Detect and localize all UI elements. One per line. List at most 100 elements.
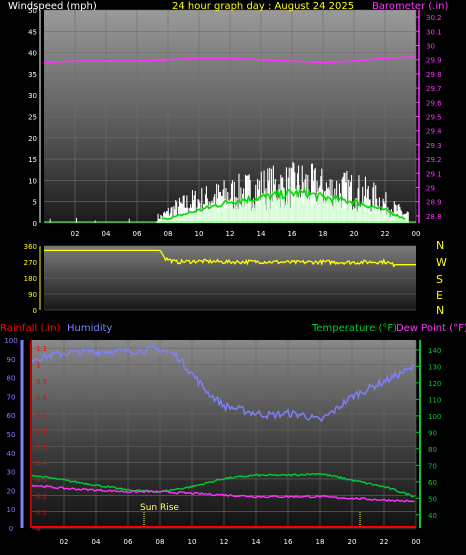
- dir-y-tick: 360: [24, 243, 37, 251]
- wind-x-tick: 06: [133, 230, 142, 238]
- wind-direction-line: [44, 249, 416, 268]
- rain-y-tick: 0.4: [36, 460, 48, 468]
- rain-y-tick: 1: [36, 362, 40, 370]
- temp-x-tick: 22: [380, 538, 389, 546]
- rain-y-tick: 0.2: [36, 492, 47, 500]
- baro-axis-label: Barometer (.in): [372, 1, 448, 12]
- temp-x-tick: 16: [284, 538, 293, 546]
- baro-y-tick: 28.9: [426, 199, 442, 207]
- wind-x-tick: 18: [319, 230, 328, 238]
- temp-y-tick: 50: [428, 495, 437, 503]
- rain-y-tick: 0.6: [36, 427, 48, 435]
- humidity-y-tick: 0: [9, 525, 13, 533]
- baro-y-tick: 29.6: [426, 99, 442, 107]
- sunrise-label: Sun Rise: [140, 503, 179, 513]
- baro-y-tick: 29.7: [426, 85, 442, 93]
- baro-y-tick: 29.5: [426, 114, 442, 122]
- dewpoint-line: [31, 484, 415, 503]
- baro-y-tick: 29: [426, 185, 435, 193]
- wind-average-line: [161, 186, 406, 221]
- rain-y-tick: 0.3: [36, 476, 47, 484]
- temp-y-tick: 100: [428, 413, 441, 421]
- humidity-y-tick: 10: [7, 506, 16, 514]
- dir-y-tick: 90: [28, 291, 37, 299]
- temp-y-tick: 90: [428, 429, 437, 437]
- rain-y-tick: 0.7: [36, 411, 47, 419]
- temperature-line: [31, 472, 415, 498]
- wind-x-tick: 20: [350, 230, 359, 238]
- wind-y-tick: 5: [33, 199, 37, 207]
- temp-x-tick: 14: [252, 538, 261, 546]
- rain-y-tick: 0.8: [36, 394, 47, 402]
- temp-x-tick: 00: [412, 538, 421, 546]
- humidity-line: [31, 345, 415, 423]
- wind-y-tick: 20: [28, 135, 37, 143]
- baro-y-tick: 29.9: [426, 57, 442, 65]
- compass-e: E: [436, 289, 443, 302]
- humidity-y-tick: 20: [7, 487, 16, 495]
- rain-y-tick: 1.1: [36, 345, 47, 353]
- barometer-line: [43, 56, 417, 64]
- temp-y-tick: 40: [428, 512, 437, 520]
- wind-x-tick: 02: [71, 230, 80, 238]
- wind-y-tick: 15: [28, 156, 37, 164]
- wind-x-tick: 00: [412, 230, 421, 238]
- temp-x-tick: 02: [60, 538, 69, 546]
- wind-y-tick: 0: [33, 220, 37, 228]
- wind-axis-label: Windspeed (mph): [8, 1, 97, 12]
- temperature-axis-label: Temperature (°F): [311, 323, 397, 334]
- temp-y-tick: 140: [428, 347, 441, 355]
- temp-y-tick: 130: [428, 363, 441, 371]
- dir-y-tick: 180: [24, 275, 37, 283]
- temp-x-tick: 08: [156, 538, 165, 546]
- humidity-axis-label: Humidity: [67, 323, 112, 334]
- rainfall-axis-label: Rainfall (.in): [0, 323, 61, 334]
- wind-x-tick: 08: [164, 230, 173, 238]
- wind-y-tick: 10: [28, 177, 37, 185]
- temp-y-tick: 70: [428, 462, 437, 470]
- compass-n-top: N: [436, 239, 444, 252]
- temp-y-tick: 110: [428, 396, 441, 404]
- humidity-y-tick: 100: [4, 337, 17, 345]
- dir-y-tick: 270: [24, 259, 37, 267]
- temp-x-tick: 18: [316, 538, 325, 546]
- compass-w: W: [436, 256, 447, 269]
- baro-y-tick: 28.8: [426, 213, 442, 221]
- wind-y-tick: 35: [28, 71, 37, 79]
- compass-n-bottom: N: [436, 304, 444, 317]
- baro-y-tick: 30: [426, 43, 435, 51]
- wind-x-tick: 14: [257, 230, 266, 238]
- wind-x-tick: 04: [102, 230, 111, 238]
- temp-x-tick: 12: [220, 538, 229, 546]
- wind-y-tick: 40: [28, 50, 37, 58]
- humidity-y-tick: 70: [7, 393, 16, 401]
- baro-y-tick: 29.2: [426, 156, 442, 164]
- humidity-y-tick: 60: [7, 412, 16, 420]
- wind-y-tick: 45: [28, 28, 37, 36]
- temp-x-tick: 04: [92, 538, 101, 546]
- wind-x-tick: 10: [195, 230, 204, 238]
- wind-y-tick: 30: [28, 92, 37, 100]
- rain-y-tick: 0: [36, 525, 40, 533]
- baro-y-tick: 30.2: [426, 14, 442, 22]
- rain-y-tick: 0.1: [36, 509, 47, 517]
- humidity-y-tick: 40: [7, 450, 16, 458]
- rain-y-tick: 0.5: [36, 443, 47, 451]
- humidity-y-tick: 50: [7, 431, 16, 439]
- dir-y-tick: 0: [33, 307, 37, 315]
- dewpoint-axis-label: Dew Point (°F): [396, 323, 466, 334]
- baro-y-tick: 29.4: [426, 128, 442, 136]
- chart-title: 24 hour graph day : August 24 2025: [172, 1, 354, 12]
- compass-s: S: [436, 273, 443, 286]
- wind-x-tick: 12: [226, 230, 235, 238]
- temp-x-tick: 10: [188, 538, 197, 546]
- wind-x-tick: 16: [288, 230, 297, 238]
- wind-y-tick: 25: [28, 114, 37, 122]
- humidity-y-tick: 30: [7, 469, 16, 477]
- baro-y-tick: 29.1: [426, 170, 442, 178]
- baro-y-tick: 30.1: [426, 28, 442, 36]
- temp-x-tick: 20: [348, 538, 357, 546]
- humidity-y-tick: 80: [7, 375, 16, 383]
- baro-y-tick: 29.3: [426, 142, 442, 150]
